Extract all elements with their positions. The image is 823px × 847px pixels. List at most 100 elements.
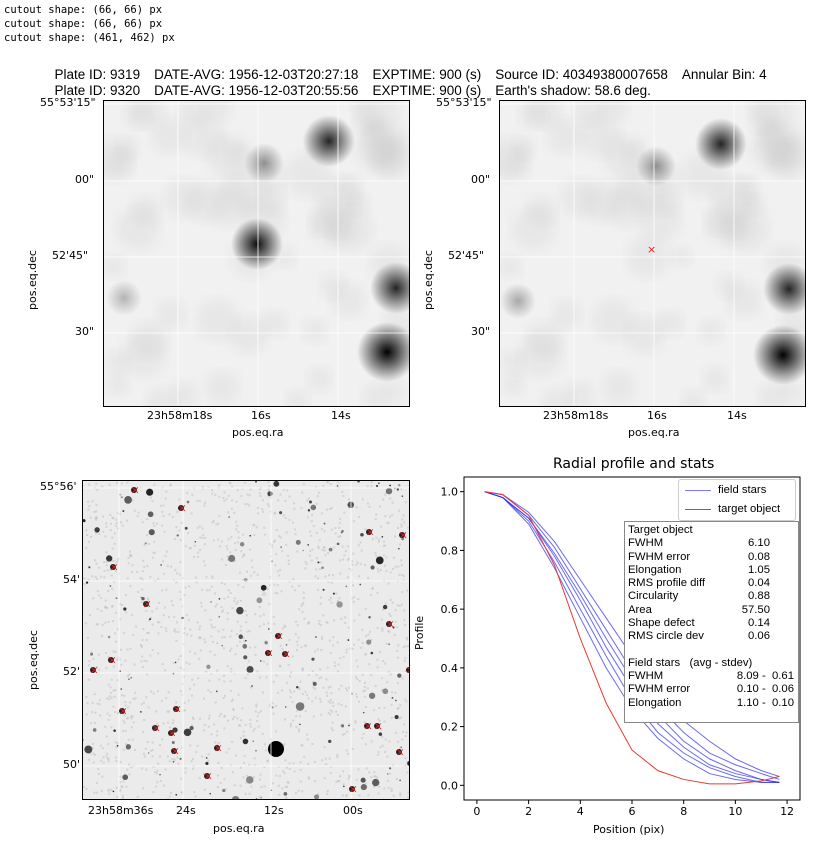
legend-item-field-stars: field stars <box>679 481 795 499</box>
y-axis-label: Profile <box>413 615 426 650</box>
star <box>343 785 345 788</box>
star <box>271 560 273 563</box>
star <box>210 601 212 603</box>
star <box>357 481 361 483</box>
star <box>149 618 152 621</box>
star <box>251 685 253 687</box>
dec-tick-label: 55°53'15" <box>40 96 96 109</box>
star <box>302 549 304 552</box>
y-tick-label: 0.6 <box>441 603 459 616</box>
star <box>386 773 389 775</box>
star <box>378 482 380 484</box>
x-tick-label: 6 <box>629 805 636 818</box>
y-axis-label: pos.eq.dec <box>26 250 39 310</box>
star <box>394 714 399 720</box>
field-stats-title: Field stars (avg - stdev) <box>628 656 753 669</box>
stat-row: Area 57.50 <box>628 604 795 617</box>
star <box>299 723 301 726</box>
stat-label: Elongation <box>628 696 682 709</box>
star <box>176 534 179 537</box>
star <box>252 740 255 742</box>
star <box>172 727 178 733</box>
ra-tick-label: 23h58m18s <box>543 409 609 422</box>
star <box>368 692 376 699</box>
star <box>310 504 317 511</box>
stat-row: Elongation 1.05 <box>628 564 795 577</box>
star <box>285 644 288 646</box>
star <box>146 488 154 496</box>
star <box>360 784 367 791</box>
dec-tick-label: 52' <box>63 665 81 678</box>
stat-label: Circularity <box>628 590 679 603</box>
star <box>360 777 366 783</box>
x-tick-label: 12 <box>780 805 794 818</box>
detected-star-marker-icon: × <box>406 664 411 677</box>
star <box>175 793 178 796</box>
star <box>148 529 155 536</box>
star <box>228 554 236 562</box>
star <box>246 666 254 674</box>
detected-star-marker-icon: × <box>364 720 373 733</box>
x-axis-label: pos.eq.ra <box>232 426 284 439</box>
star <box>397 547 400 550</box>
star <box>96 530 99 533</box>
star <box>362 711 365 714</box>
stat-value: 1.05 <box>748 563 770 576</box>
star <box>399 779 401 782</box>
star-blob <box>231 218 283 270</box>
stat-label: FWHM <box>628 537 664 550</box>
star <box>109 585 112 587</box>
star <box>184 526 188 530</box>
x-tick-label: 8 <box>680 805 687 818</box>
stat-label: Area <box>628 603 652 616</box>
ra-tick-label: 16s <box>647 409 667 422</box>
star <box>273 481 280 487</box>
target-profile-line <box>484 491 780 785</box>
star <box>85 581 89 584</box>
y-axis-label: pos.eq.dec <box>27 630 40 690</box>
star <box>323 522 326 525</box>
star <box>345 585 348 588</box>
date-avg: DATE-AVG: 1956-12-03T20:27:18 <box>154 67 359 82</box>
star <box>388 643 390 646</box>
star <box>171 740 175 744</box>
star <box>401 495 404 497</box>
cutout-image-1 <box>103 100 410 407</box>
star-blob <box>763 263 805 315</box>
exptime: EXPTIME: 900 (s) <box>372 83 482 98</box>
star <box>312 681 317 686</box>
chart-legend: field stars target object <box>678 479 796 521</box>
star <box>119 493 121 496</box>
y-axis-label: pos.eq.dec <box>422 250 435 310</box>
detected-star-marker-icon: × <box>110 561 119 574</box>
star <box>218 598 221 600</box>
star-blob <box>106 280 142 316</box>
star <box>128 678 130 680</box>
star <box>125 744 132 750</box>
star <box>92 728 97 732</box>
star <box>231 795 240 799</box>
header-line-1: Plate ID: 9319 DATE-AVG: 1956-12-03T20:27… <box>47 52 781 82</box>
stat-value: 0.88 <box>748 590 770 603</box>
star <box>160 564 162 566</box>
star <box>120 688 123 690</box>
star <box>295 539 301 545</box>
y-tick-label: 0.0 <box>441 779 459 792</box>
star <box>283 792 288 796</box>
star <box>284 706 287 708</box>
star <box>264 641 268 645</box>
star <box>246 776 254 784</box>
star <box>239 542 245 547</box>
star <box>228 516 231 519</box>
star <box>147 752 150 754</box>
star <box>218 615 221 618</box>
detected-star-marker-icon: × <box>173 703 182 716</box>
star <box>359 583 362 586</box>
stat-label: FWHM error <box>628 550 691 563</box>
date-avg: DATE-AVG: 1956-12-03T20:55:56 <box>154 83 359 98</box>
target-marker-icon: × <box>647 243 656 256</box>
star <box>400 746 403 749</box>
star <box>279 511 283 515</box>
star <box>360 532 364 537</box>
ra-tick-label: 14s <box>727 409 747 422</box>
